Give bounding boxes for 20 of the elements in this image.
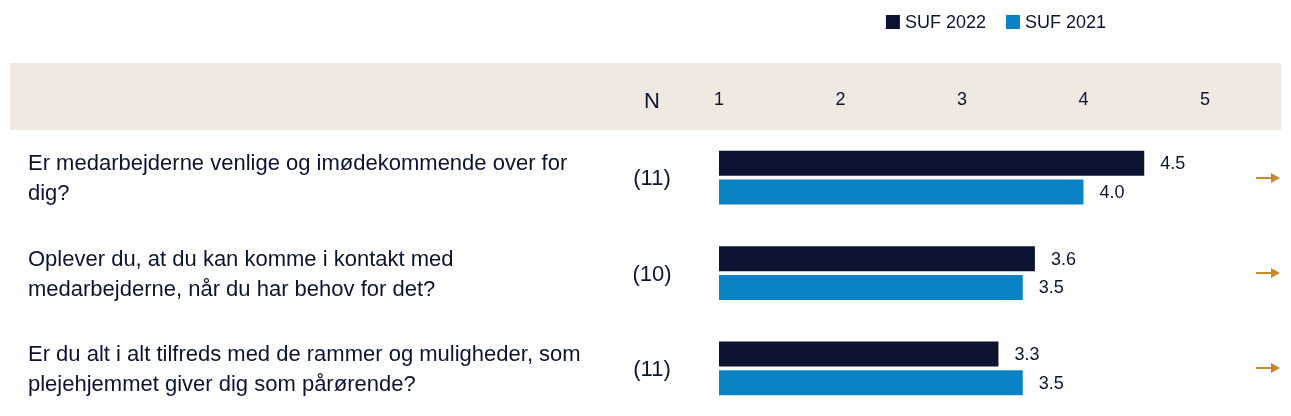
text: (11) xyxy=(633,355,671,381)
data-label: 4.0 xyxy=(1099,182,1125,203)
x-tick-label: 3 xyxy=(956,89,968,109)
text: (11) xyxy=(633,165,671,191)
data-label: 3.5 xyxy=(1038,277,1064,298)
y-tick-label: Oplever du, at du kan komme i kontakt med medarbejderne, når du har behov for det? xyxy=(28,245,460,301)
data-label: 3.6 xyxy=(1050,248,1076,269)
legend-label: SUF 2022 xyxy=(904,12,986,32)
y-tick-label: Er medarbejderne venlige og imødekommende over for dig? xyxy=(28,150,574,206)
x-tick-label: 2 xyxy=(835,89,846,109)
legend-label: SUF 2021 xyxy=(1024,12,1106,32)
text: (10) xyxy=(632,260,672,286)
y-tick-label: Er du alt i alt tilfreds med de rammer og muligheder, som plejehjemmet giver dig som pårørende? xyxy=(28,340,587,396)
x-tick-label: 4 xyxy=(1078,89,1089,109)
x-tick-label: 1 xyxy=(713,89,725,109)
data-label: 3.3 xyxy=(1014,343,1040,364)
data-label: 3.5 xyxy=(1038,372,1064,393)
text: N xyxy=(644,87,660,113)
data-label: 4.5 xyxy=(1160,153,1186,174)
x-tick-label: 5 xyxy=(1199,89,1211,109)
